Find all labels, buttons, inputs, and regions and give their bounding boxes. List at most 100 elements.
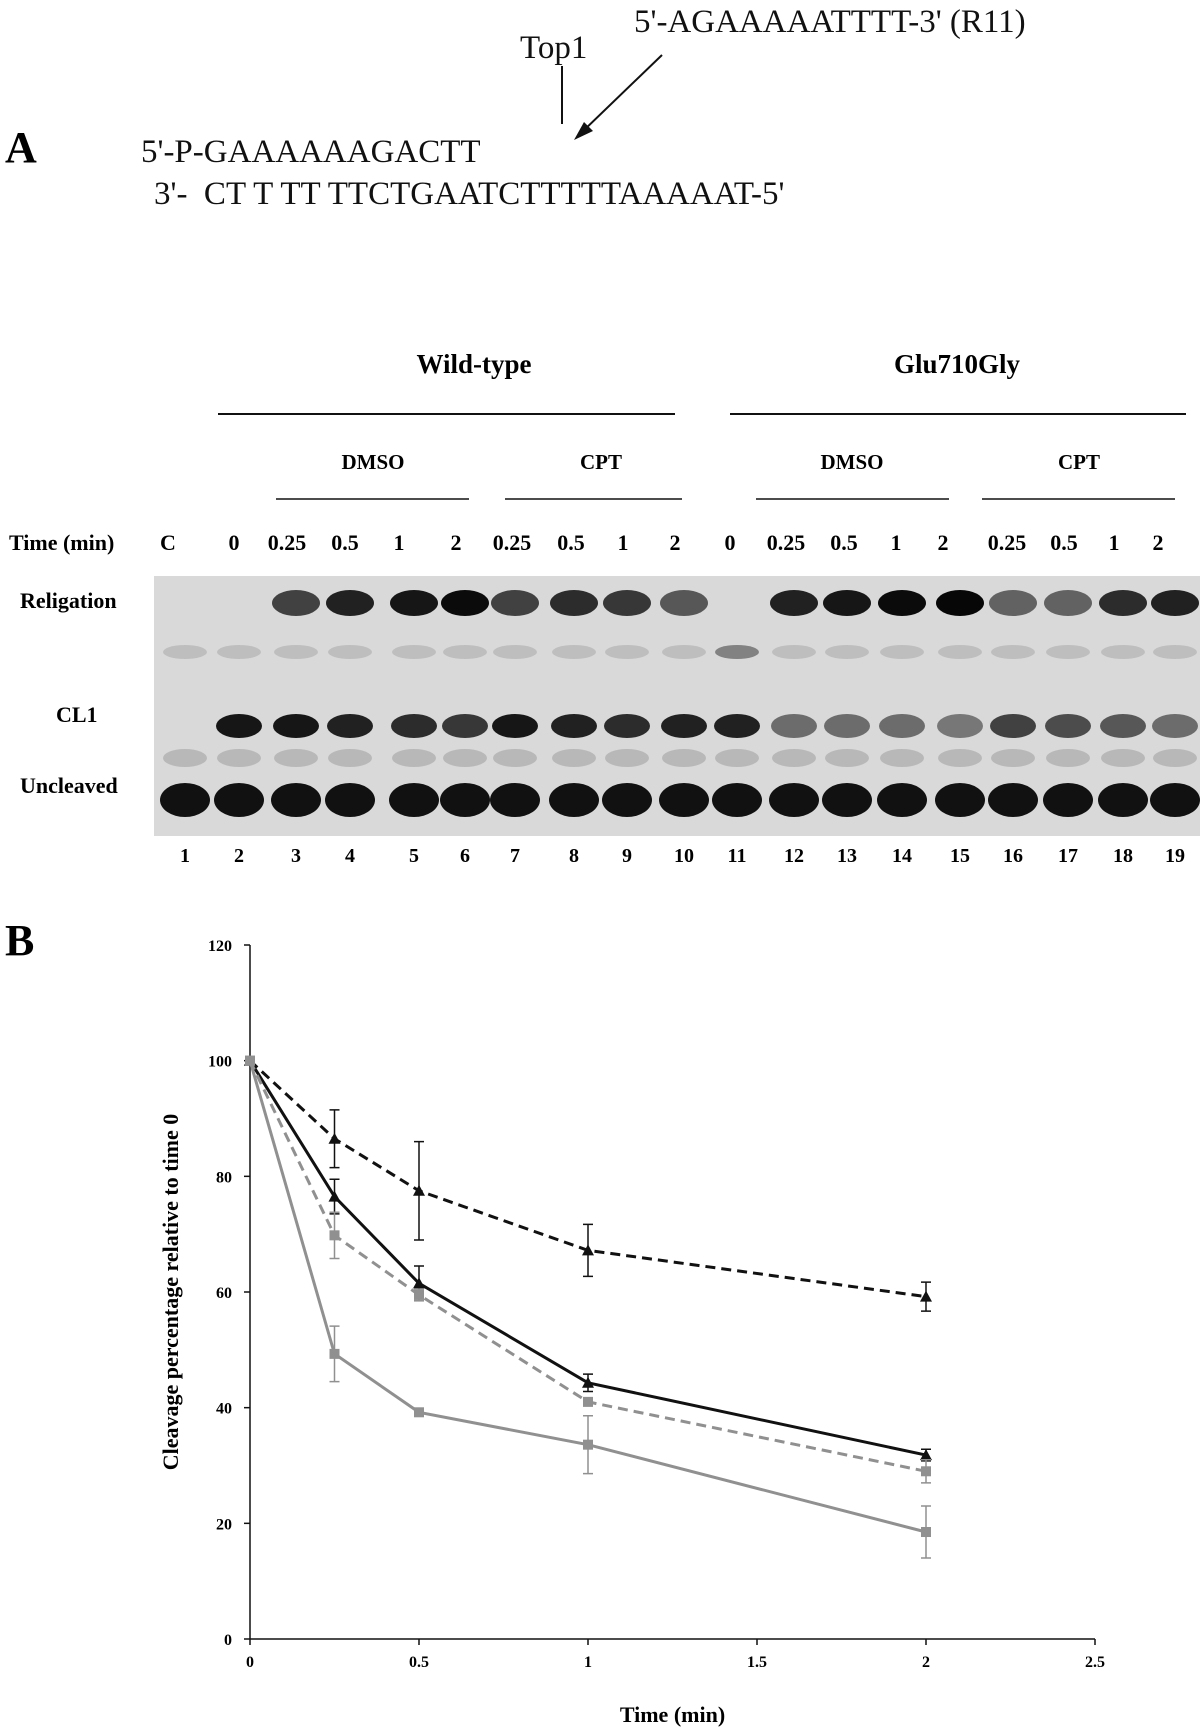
- time-label: 1: [1109, 530, 1120, 555]
- gel-band: [1152, 714, 1198, 738]
- gel-band: [991, 645, 1035, 659]
- y-tick-label: 20: [216, 1516, 232, 1533]
- gel-band: [441, 590, 489, 616]
- gel-band: [163, 645, 207, 659]
- gel-band: [440, 783, 490, 817]
- time-label: 1: [891, 530, 902, 555]
- gel-band: [989, 590, 1037, 616]
- gel-band: [1044, 590, 1092, 616]
- r11-sequence: 5'-AGAAAAATTTT-3' (R11): [634, 4, 1026, 40]
- x-tick-label: 1.5: [747, 1654, 767, 1671]
- time-label: 0.5: [331, 530, 359, 555]
- gel-band: [1101, 749, 1145, 767]
- gel-band: [1153, 749, 1197, 767]
- gel-band: [490, 783, 540, 817]
- y-tick-label: 40: [216, 1401, 232, 1418]
- lane-number: 1: [180, 845, 190, 867]
- lane-number: 10: [674, 845, 694, 867]
- time-label: 0.5: [1050, 530, 1078, 555]
- time-label: 0.25: [988, 530, 1027, 555]
- lane-number: 11: [728, 845, 747, 867]
- y-tick-label: 0: [224, 1632, 232, 1649]
- point: [414, 1407, 424, 1418]
- treatment-label: DMSO: [342, 450, 405, 474]
- gel-band: [825, 749, 869, 767]
- gel-band: [389, 783, 439, 817]
- gel-band: [217, 749, 261, 767]
- lane-number: 5: [409, 845, 419, 867]
- gel-band: [938, 645, 982, 659]
- gel-band: [936, 590, 984, 616]
- gel-band: [550, 590, 598, 616]
- time-label: 0.25: [493, 530, 532, 555]
- band-label: Uncleaved: [20, 773, 118, 798]
- top-strand: 5'-P-GAAAAAAGACTT: [141, 134, 481, 170]
- gel-band: [492, 714, 538, 738]
- gel-band: [824, 714, 870, 738]
- gel-band: [714, 714, 760, 738]
- time-label: 0.5: [557, 530, 585, 555]
- gel-band: [605, 749, 649, 767]
- gel-band: [1046, 645, 1090, 659]
- arrow: [579, 54, 663, 135]
- gel-band: [552, 749, 596, 767]
- gel-band: [328, 749, 372, 767]
- time-label: C: [160, 530, 176, 555]
- gel-band: [661, 714, 707, 738]
- gel-band: [712, 783, 762, 817]
- gel-band: [274, 749, 318, 767]
- gel-band: [822, 783, 872, 817]
- bottom-strand: 3'- CT T TT TTCTGAATCTTTTTAAAAAT-5': [154, 176, 784, 212]
- gel-band: [1043, 783, 1093, 817]
- point: [328, 1190, 341, 1202]
- gel-band: [825, 645, 869, 659]
- gel-band: [272, 590, 320, 616]
- lane-number: 16: [1003, 845, 1023, 867]
- gel-band: [772, 749, 816, 767]
- gel-band: [1100, 714, 1146, 738]
- point: [582, 1244, 594, 1256]
- point: [583, 1396, 593, 1407]
- time-label: 2: [938, 530, 949, 555]
- point: [245, 1055, 255, 1066]
- time-label: 2: [670, 530, 681, 555]
- gel-band: [392, 645, 436, 659]
- gel-band: [392, 749, 436, 767]
- point: [921, 1527, 931, 1538]
- treatment-label: CPT: [580, 450, 622, 474]
- lane-number: 13: [837, 845, 857, 867]
- time-label: 0: [229, 530, 240, 555]
- gel-band: [715, 645, 759, 659]
- gel-band: [442, 714, 488, 738]
- panel-label: B: [5, 916, 34, 965]
- gel-band: [988, 783, 1038, 817]
- gel-band: [1046, 749, 1090, 767]
- gel-band: [273, 714, 319, 738]
- gel-band: [878, 590, 926, 616]
- gel-band: [327, 714, 373, 738]
- gel-band: [603, 590, 651, 616]
- lane-number: 17: [1058, 845, 1078, 867]
- gel-band: [990, 714, 1036, 738]
- point: [329, 1348, 340, 1359]
- point: [329, 1230, 340, 1241]
- gel-band: [328, 645, 372, 659]
- lane-number: 6: [460, 845, 470, 867]
- point: [582, 1376, 594, 1388]
- treatment-label: DMSO: [821, 450, 884, 474]
- gel-band: [660, 590, 708, 616]
- time-label: 1: [618, 530, 629, 555]
- time-label: 0: [725, 530, 736, 555]
- gel-band: [551, 714, 597, 738]
- gel-band: [325, 783, 375, 817]
- gel-band: [160, 783, 210, 817]
- lane-number: 19: [1165, 845, 1185, 867]
- gel-band: [493, 645, 537, 659]
- gel-band: [214, 783, 264, 817]
- gel-band: [1150, 783, 1200, 817]
- gel-band: [769, 783, 819, 817]
- gel-band: [605, 645, 649, 659]
- gel-band: [715, 749, 759, 767]
- gel-band: [771, 714, 817, 738]
